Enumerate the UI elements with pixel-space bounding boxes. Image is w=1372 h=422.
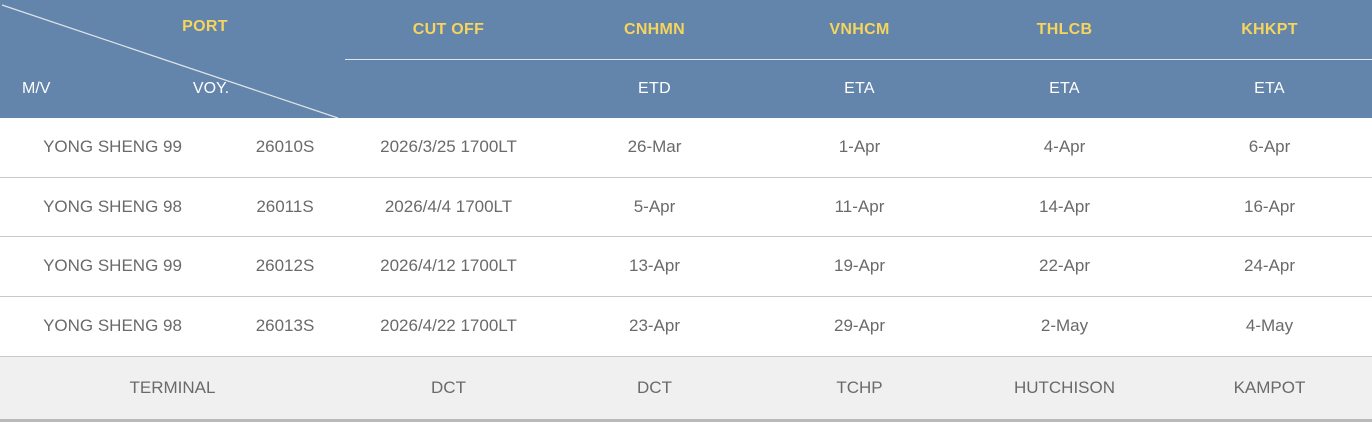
eta-cell-vnhcm: 19-Apr xyxy=(833,256,886,276)
eta-cell-vnhcm: 11-Apr xyxy=(834,196,885,216)
schedule-row: YONG SHENG 98 26011S 2026/4/4 1700LT 5-A… xyxy=(0,178,1372,237)
etd-cell: 5-Apr xyxy=(633,196,676,216)
subheader-eta-vnhcm: ETA xyxy=(844,80,875,97)
vessel-cell: YONG SHENG 99 xyxy=(43,256,182,276)
terminal-vnhcm: TCHP xyxy=(836,378,883,397)
column-header-cutoff: CUT OFF xyxy=(412,20,485,38)
eta-cell-vnhcm: 29-Apr xyxy=(833,316,886,336)
eta-cell-thlcb: 22-Apr xyxy=(1038,256,1091,276)
subheader-eta-khkpt: ETA xyxy=(1254,80,1285,97)
subheader-cutoff xyxy=(345,60,552,118)
vessel-cell: YONG SHENG 98 xyxy=(43,316,182,336)
column-header-thlcb: THLCB xyxy=(1036,20,1093,38)
subheader-etd: ETD xyxy=(638,80,671,97)
cutoff-cell: 2026/4/12 1700LT xyxy=(380,256,517,276)
voyage-cell: 26013S xyxy=(255,316,315,336)
port-code-row: CUT OFF CNHMN VNHCM THLCB KHKPT xyxy=(345,0,1372,60)
vessel-cell: YONG SHENG 98 xyxy=(43,196,182,216)
terminal-khkpt: KAMPOT xyxy=(1233,378,1306,397)
voyage-cell: 26011S xyxy=(256,196,314,216)
corner-header-cell: PORT M/V VOY. xyxy=(0,0,345,118)
cutoff-cell: 2026/4/22 1700LT xyxy=(380,316,517,336)
eta-cell-thlcb: 14-Apr xyxy=(1038,196,1091,216)
column-header-cnhmn: CNHMN xyxy=(623,20,686,38)
voyage-cell: 26012S xyxy=(255,256,315,276)
voyage-cell: 26010S xyxy=(255,137,315,157)
etd-cell: 23-Apr xyxy=(628,316,681,336)
schedule-row: YONG SHENG 98 26013S 2026/4/22 1700LT 23… xyxy=(0,297,1372,357)
vessel-header-label: M/V xyxy=(22,80,51,97)
eta-cell-vnhcm: 1-Apr xyxy=(838,137,881,157)
cutoff-cell: 2026/4/4 1700LT xyxy=(384,196,513,216)
subheader-eta-thlcb: ETA xyxy=(1049,80,1080,97)
schedule-row: YONG SHENG 99 26010S 2026/3/25 1700LT 26… xyxy=(0,118,1372,178)
vessel-cell: YONG SHENG 99 xyxy=(43,137,182,157)
schedule-row: YONG SHENG 99 26012S 2026/4/12 1700LT 13… xyxy=(0,237,1372,297)
eta-cell-thlcb: 2-May xyxy=(1040,316,1089,336)
eta-cell-thlcb: 4-Apr xyxy=(1043,137,1086,157)
schedule-rows: YONG SHENG 99 26010S 2026/3/25 1700LT 26… xyxy=(0,118,1372,356)
column-header-vnhcm: VNHCM xyxy=(829,20,890,38)
port-header-label: PORT xyxy=(182,18,228,35)
terminal-cutoff: DCT xyxy=(431,378,466,397)
terminal-row: TERMINAL DCT DCT TCHP HUTCHISON KAMPOT xyxy=(0,356,1372,422)
eta-cell-khkpt: 4-May xyxy=(1245,316,1294,336)
eta-cell-khkpt: 6-Apr xyxy=(1248,137,1291,157)
terminal-cnhmn: DCT xyxy=(637,378,672,397)
port-headers: CUT OFF CNHMN VNHCM THLCB KHKPT ETD ETA … xyxy=(345,0,1372,118)
terminal-label: TERMINAL xyxy=(129,378,216,397)
etd-cell: 13-Apr xyxy=(628,256,681,276)
eta-cell-khkpt: 16-Apr xyxy=(1243,196,1296,216)
diagonal-divider xyxy=(1,4,339,118)
cutoff-cell: 2026/3/25 1700LT xyxy=(380,137,517,157)
etd-cell: 26-Mar xyxy=(627,137,682,157)
eta-cell-khkpt: 24-Apr xyxy=(1243,256,1296,276)
terminal-thlcb: HUTCHISON xyxy=(1013,378,1116,397)
column-header-khkpt: KHKPT xyxy=(1241,20,1298,38)
voyage-header-label: VOY. xyxy=(192,80,230,97)
table-header: PORT M/V VOY. CUT OFF CNHMN VNHCM THLCB … xyxy=(0,0,1372,118)
port-sub-row: ETD ETA ETA ETA xyxy=(345,60,1372,118)
